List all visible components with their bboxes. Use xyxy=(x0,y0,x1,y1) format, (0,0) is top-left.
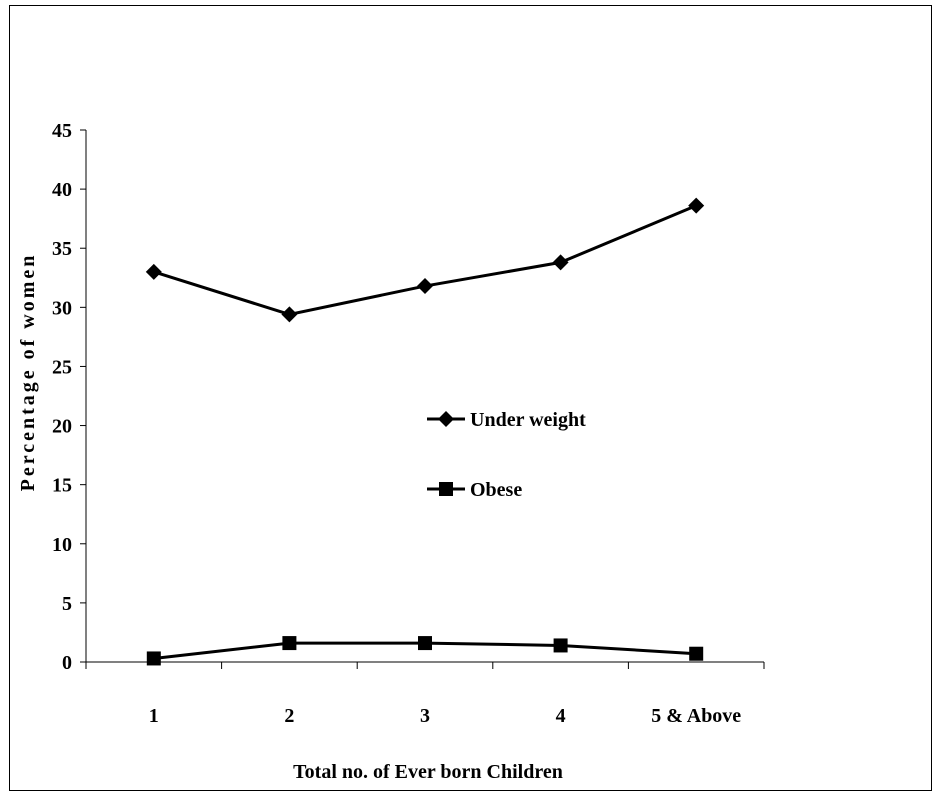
data-point-square xyxy=(282,636,297,651)
y-tick-label: 40 xyxy=(52,179,72,201)
legend-item: Obese xyxy=(427,479,522,501)
data-point-square xyxy=(146,651,161,666)
x-tick-label: 1 xyxy=(149,705,159,727)
chart-frame: 0 5 10 15 20 25 30 35 40 45 1 2 3 4 5 & Above Under w… xyxy=(9,5,932,791)
y-tick-label: 20 xyxy=(52,416,72,438)
data-point-diamond xyxy=(417,278,433,295)
legend: Under weight Obese xyxy=(427,409,586,501)
legend-label: Obese xyxy=(470,479,522,501)
axes xyxy=(85,130,764,663)
y-axis-title: Percentage of women xyxy=(17,253,39,492)
series-layer xyxy=(145,197,705,666)
series-square xyxy=(146,636,704,666)
y-tick-label: 30 xyxy=(52,297,72,319)
x-tick-label: 2 xyxy=(284,705,294,727)
data-point-square xyxy=(553,638,568,653)
x-axis-ticks: 1 2 3 4 5 & Above xyxy=(85,662,765,727)
x-tick-label: 3 xyxy=(420,705,430,727)
data-point-diamond xyxy=(552,254,569,271)
legend-marker-diamond xyxy=(438,411,454,427)
legend-item: Under weight xyxy=(427,409,586,431)
data-point-diamond xyxy=(281,306,298,323)
y-tick-label: 25 xyxy=(52,356,72,378)
y-tick-label: 35 xyxy=(52,238,72,260)
legend-label: Under weight xyxy=(470,409,586,431)
data-point-diamond xyxy=(688,197,705,214)
y-tick-label: 0 xyxy=(62,652,72,674)
series-diamond xyxy=(145,197,705,323)
legend-marker-square xyxy=(439,482,453,496)
line-chart: 0 5 10 15 20 25 30 35 40 45 1 2 3 4 5 & Above Under w… xyxy=(17,120,765,783)
y-tick-label: 10 xyxy=(52,534,72,556)
x-tick-label: 5 & Above xyxy=(651,705,741,727)
series-line xyxy=(153,204,697,316)
data-point-square xyxy=(418,636,432,651)
x-axis-title: Total no. of Ever born Children xyxy=(293,761,563,783)
y-axis-ticks: 0 5 10 15 20 25 30 35 40 45 xyxy=(52,120,86,674)
data-point-diamond xyxy=(145,263,162,280)
y-tick-label: 15 xyxy=(52,475,72,497)
y-tick-label: 5 xyxy=(62,593,72,615)
y-tick-label: 45 xyxy=(52,120,72,142)
x-tick-label: 4 xyxy=(556,705,566,727)
data-point-square xyxy=(689,646,704,661)
